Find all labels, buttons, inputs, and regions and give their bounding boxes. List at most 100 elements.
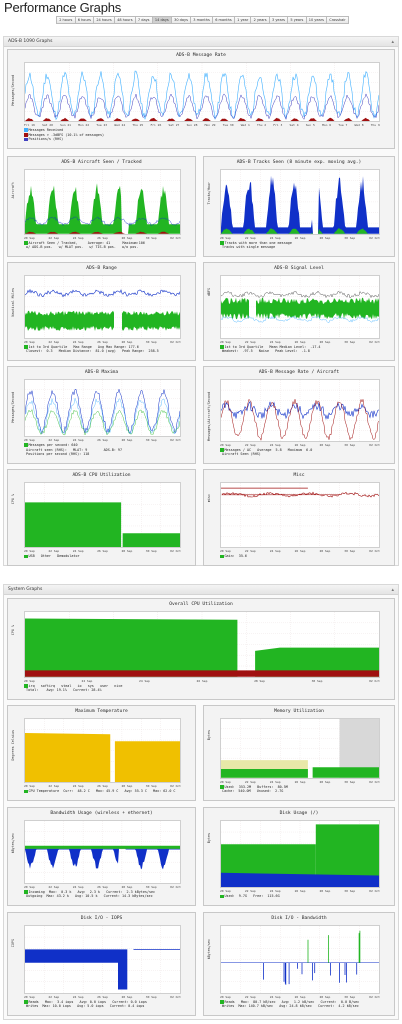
collapse-icon[interactable]: ▴	[391, 39, 394, 45]
plot-area	[24, 169, 181, 235]
x-tick-label: Sun 21	[60, 123, 71, 128]
x-tick-label: 28 Sep	[121, 784, 133, 789]
x-tick-label: Mon 22	[78, 123, 90, 128]
x-tick-label: 26 Sep	[97, 884, 108, 889]
range-button-6-hours[interactable]: 6 hours	[74, 16, 95, 24]
disk-iops-graph[interactable]: Disk I/O - IOPS IOPS 20 Sep 22 Sep 24 Sep 26 …	[7, 912, 196, 1016]
temperature-area-2	[114, 741, 180, 783]
temperature-area	[25, 732, 111, 783]
plot-area	[220, 169, 380, 235]
tracks-graph[interactable]: ADS-B Tracks Seen (8 minute exp. moving …	[203, 156, 395, 257]
range-button-3-months[interactable]: 3 months	[190, 16, 214, 24]
x-tick-label: 28 Sep	[319, 339, 331, 344]
plot-svg	[221, 719, 379, 778]
signal-graph[interactable]: ADS-B Signal Level dBFS 20 Sep 22 Sep 24 Sep…	[203, 262, 395, 361]
x-tick-label: 30 Sep	[344, 339, 356, 344]
x-tick-label: Sat 4	[289, 123, 299, 128]
writes-area	[25, 949, 118, 963]
y-axis-label: IOPS	[11, 939, 15, 948]
x-tick-label: Sun 5	[305, 123, 315, 128]
plot-svg	[25, 380, 180, 437]
x-tick-label: 24 Sep	[269, 994, 281, 999]
x-tick-label: Thu 2	[257, 123, 267, 128]
disk-usage-graph[interactable]: Disk Usage (/) Bytes 20 Sep 22 Sep 24 Sep 26 …	[203, 807, 395, 906]
range-button-30-days[interactable]: 30 days	[170, 16, 192, 24]
x-tick-label: 30 Sep	[344, 994, 356, 999]
memory-graph[interactable]: Memory Utilization Bytes 20 Sep 22 Sep 24 Se…	[203, 705, 395, 801]
range-button-1-year[interactable]: 1 year	[233, 16, 252, 24]
legend-text: 1st to 3rd Quartile Max Range Avg Max Ra…	[26, 344, 159, 354]
plot-svg	[221, 821, 379, 888]
x-tick-label: 22 Sep	[48, 994, 60, 999]
maxima-graph[interactable]: ADS-B Maxima Messages/Second 20 Sep 22 Sep 2…	[7, 366, 196, 464]
range-button-2-years[interactable]: 2 years	[250, 16, 270, 24]
adsb-section-header[interactable]: ADS-B 1090 Graphs ▴	[4, 37, 398, 47]
x-tick-label: 28 Sep	[319, 549, 331, 554]
y-axis-label: Messages/Second	[11, 75, 15, 106]
adsb-section-title: ADS-B 1090 Graphs	[8, 39, 53, 44]
x-tick-label: 26 Sep	[97, 438, 108, 443]
misc-graph[interactable]: Misc misc 20 Sep 22 Sep 24 Sep 26 Sep 28 Sep 30…	[203, 469, 395, 566]
overall-cpu-graph[interactable]: Overall CPU Utilization CPU % 20 Sep 22 Sep…	[7, 598, 395, 700]
graph-title: Disk Usage (/)	[279, 811, 319, 816]
plot-area	[24, 925, 181, 994]
page-title: Performance Graphs	[4, 0, 122, 15]
range-button-3-years[interactable]: 3 years	[268, 16, 289, 24]
x-tick-label: 28 Sep	[319, 889, 331, 894]
x-tick-label: 22 Sep	[244, 235, 256, 240]
legend-text: CPU Temperature Curr: 48.2 C Max: 45.9 C…	[28, 789, 176, 794]
plot-area	[24, 611, 380, 678]
used-area	[221, 872, 379, 888]
bandwidth-graph[interactable]: Bandwidth Usage (wireless + ethernet) kBy…	[7, 807, 196, 906]
message-rate-graph[interactable]: ADS-B Message Rate Messages/Second Fri 19 S…	[7, 49, 395, 149]
graph-legend: Used: 353.2M Buffers: 80.5M Cache: 540.0…	[220, 785, 288, 794]
single-tracks-area	[221, 227, 368, 234]
x-tick-label: 02 Oct	[170, 784, 181, 789]
plot-area	[220, 718, 380, 779]
graph-legend: CPU Temperature Curr: 48.2 C Max: 45.9 C…	[24, 789, 175, 794]
range-button-24-hours[interactable]: 24 hours	[93, 16, 115, 24]
range-button-5-years[interactable]: 5 years	[287, 16, 307, 24]
tracks-area	[221, 175, 379, 234]
noise-line	[221, 290, 379, 299]
range-graph[interactable]: ADS-B Range Nautical Miles 20 Sep 22 Sep 24 …	[7, 262, 196, 361]
graph-legend: Reads Max: 80.7 kB/sec Avg: 1.2 kB/sec C…	[220, 1000, 359, 1009]
y-axis-label: kBytes/sec	[11, 832, 15, 854]
range-button-10-years[interactable]: 10 years	[305, 16, 328, 24]
x-tick-label: 02 Oct	[369, 442, 380, 447]
rate-per-aircraft-graph[interactable]: ADS-B Message Rate / Aircraft Messages/Ai…	[203, 366, 395, 464]
plot-svg	[25, 483, 180, 548]
x-tick-label: 20 Sep	[220, 339, 231, 344]
legend-swatch	[220, 894, 224, 899]
legend-swatch	[24, 443, 28, 447]
x-tick-label: 02 Oct	[170, 549, 181, 554]
range-button-14-days[interactable]: 14 days	[151, 16, 172, 24]
aircraft-graph[interactable]: ADS-B Aircraft Seen / Tracked Aircraft 20 …	[7, 156, 196, 257]
x-tick-label: 22 Sep	[244, 442, 256, 447]
x-axis-ticks: 20 Sep 22 Sep 24 Sep 26 Sep 28 Sep 30 Sep 02 O…	[220, 889, 380, 893]
x-axis-ticks: 20 Sep 22 Sep 24 Sep 26 Sep 28 Sep 30 Sep 02 O…	[24, 885, 181, 889]
range-button-6-months[interactable]: 6 months	[212, 16, 235, 24]
legend-text: Reads Max: 3.4 iops Avg: 0.0 iops Curren…	[26, 999, 147, 1009]
range-button-2-hours[interactable]: 2 hours	[56, 16, 76, 24]
plot-svg	[25, 719, 180, 783]
positions-line	[25, 93, 379, 121]
graph-title: Misc	[293, 473, 305, 478]
cpu-adsb-graph[interactable]: ADS-B CPU Utilization CPU % 20 Sep 22 Sep 24…	[7, 469, 196, 566]
range-button-7-days[interactable]: 7 days	[134, 16, 153, 24]
positions-rhs-line	[25, 409, 180, 436]
x-tick-label: 02 Oct	[369, 889, 380, 894]
x-axis-ticks: 20 Sep 22 Sep 24 Sep 26 Sep 28 Sep 30 Sep 02 O…	[24, 995, 181, 999]
x-tick-label: 30 Sep	[145, 994, 157, 999]
messages-per-second-line	[25, 388, 180, 435]
x-axis-ticks: 20 Sep 22 Sep 24 Sep 26 Sep 28 Sep 30 Sep 02 O…	[24, 236, 181, 240]
x-axis-ticks: 20 Sep 22 Sep 24 Sep 26 Sep 28 Sep 30 Sep 02 O…	[24, 784, 181, 788]
range-button-crosshair[interactable]: Crosshair	[326, 16, 349, 24]
y-axis-label: Tracks/Hour	[207, 182, 211, 205]
range-button-48-hours[interactable]: 48 hours	[113, 16, 136, 24]
x-tick-label: 24 Sep	[72, 884, 84, 889]
temperature-graph[interactable]: Maximum Temperature Degrees Celsius 20 Sep…	[7, 705, 196, 801]
system-section-header[interactable]: System Graphs ▴	[4, 585, 398, 595]
collapse-icon[interactable]: ▴	[391, 587, 394, 593]
disk-bw-graph[interactable]: Disk I/O - Bandwidth kBytes/sec 20 Sep 22 S…	[203, 912, 395, 1016]
